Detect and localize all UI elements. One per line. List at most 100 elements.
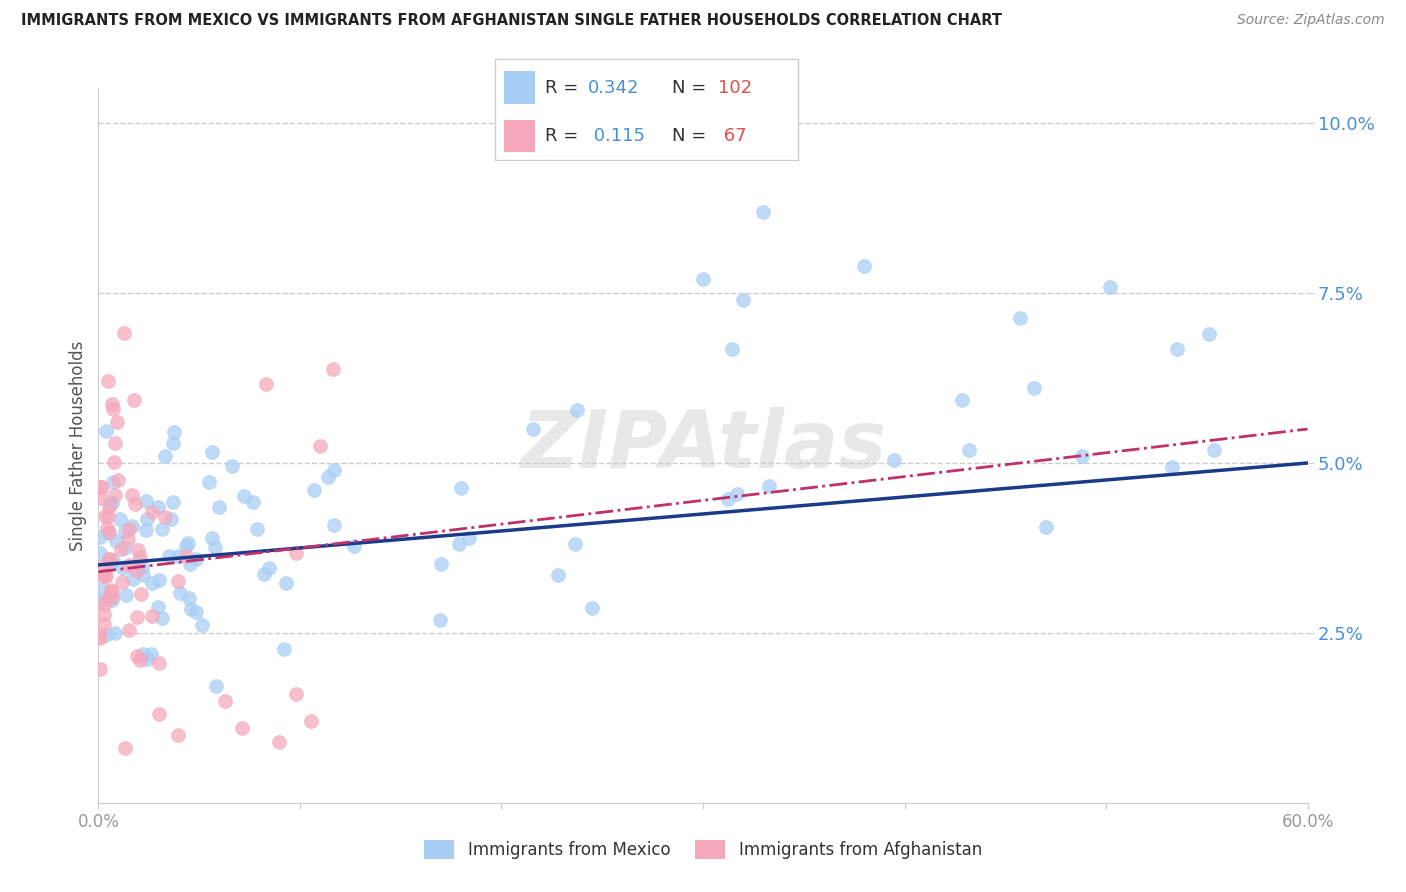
Point: [146, 500, 169, 514]
Point: [429, 613, 451, 627]
Point: [1161, 460, 1184, 475]
Point: [96, 424, 118, 438]
FancyBboxPatch shape: [505, 120, 536, 153]
Point: [97, 509, 120, 524]
Text: IMMIGRANTS FROM MEXICO VS IMMIGRANTS FROM AFGHANISTAN SINGLE FATHER HOUSEHOLDS C: IMMIGRANTS FROM MEXICO VS IMMIGRANTS FRO…: [21, 13, 1002, 29]
Point: [1198, 327, 1220, 342]
Point: [449, 537, 471, 551]
Point: [90, 480, 112, 494]
Point: [252, 567, 274, 582]
Point: [89, 480, 111, 494]
Point: [114, 326, 136, 341]
Point: [201, 531, 224, 545]
Point: [176, 536, 198, 550]
Point: [141, 505, 163, 519]
Point: [957, 442, 980, 457]
Point: [89, 662, 111, 676]
Point: [101, 590, 124, 604]
Point: [725, 487, 748, 501]
Text: Source: ZipAtlas.com: Source: ZipAtlas.com: [1237, 13, 1385, 28]
Point: [343, 539, 366, 553]
Point: [232, 489, 254, 503]
Point: [94, 628, 117, 642]
Point: [127, 543, 149, 558]
Text: ZIPAtlas: ZIPAtlas: [520, 407, 886, 485]
Point: [93, 616, 115, 631]
Point: [153, 510, 176, 524]
Point: [720, 343, 742, 357]
Point: [141, 609, 163, 624]
Point: [115, 589, 138, 603]
Point: [174, 549, 197, 563]
Point: [1010, 310, 1032, 325]
Text: 0.115: 0.115: [588, 127, 645, 145]
FancyBboxPatch shape: [495, 59, 799, 160]
Point: [1202, 442, 1225, 457]
Point: [148, 574, 170, 588]
Point: [184, 552, 207, 566]
Point: [163, 425, 186, 439]
Point: [135, 512, 157, 526]
Point: [180, 602, 202, 616]
Point: [152, 611, 174, 625]
Point: [89, 530, 111, 544]
Point: [246, 522, 269, 536]
Point: [231, 721, 253, 735]
Point: [101, 553, 124, 567]
Point: [121, 572, 143, 586]
Point: [184, 605, 207, 619]
Point: [125, 564, 148, 578]
Point: [179, 557, 201, 571]
Point: [221, 459, 243, 474]
Point: [114, 541, 136, 555]
Point: [1035, 520, 1057, 534]
Point: [97, 525, 120, 540]
Point: [105, 415, 128, 429]
Point: [565, 402, 588, 417]
Point: [121, 519, 143, 533]
Point: [285, 687, 308, 701]
Point: [104, 488, 127, 502]
Text: N =: N =: [672, 78, 711, 96]
Point: [162, 435, 184, 450]
Point: [450, 481, 472, 495]
Point: [100, 496, 122, 510]
Point: [98, 496, 121, 510]
Point: [190, 618, 212, 632]
Point: [150, 523, 173, 537]
Point: [94, 568, 117, 582]
Point: [128, 653, 150, 667]
Point: [128, 554, 150, 568]
Point: [121, 488, 143, 502]
Point: [93, 607, 115, 621]
Point: [174, 539, 197, 553]
Point: [950, 392, 973, 407]
Point: [127, 609, 149, 624]
Point: [148, 656, 170, 670]
Point: [136, 652, 159, 666]
Point: [201, 445, 224, 459]
Point: [100, 583, 122, 598]
Text: R =: R =: [544, 127, 583, 145]
Point: [160, 512, 183, 526]
Point: [122, 392, 145, 407]
Point: [316, 470, 339, 484]
Point: [166, 728, 188, 742]
Point: [93, 558, 115, 573]
Point: [308, 439, 330, 453]
Point: [97, 525, 120, 540]
Point: [101, 593, 124, 607]
Point: [269, 734, 291, 748]
Point: [179, 591, 201, 605]
Point: [114, 741, 136, 756]
Point: [117, 532, 139, 546]
Legend: Immigrants from Mexico, Immigrants from Afghanistan: Immigrants from Mexico, Immigrants from …: [418, 833, 988, 866]
Point: [197, 475, 219, 490]
Point: [103, 435, 125, 450]
Point: [97, 500, 120, 514]
Point: [169, 586, 191, 600]
Point: [98, 552, 121, 566]
Point: [302, 483, 325, 498]
Point: [162, 495, 184, 509]
Point: [1070, 449, 1092, 463]
